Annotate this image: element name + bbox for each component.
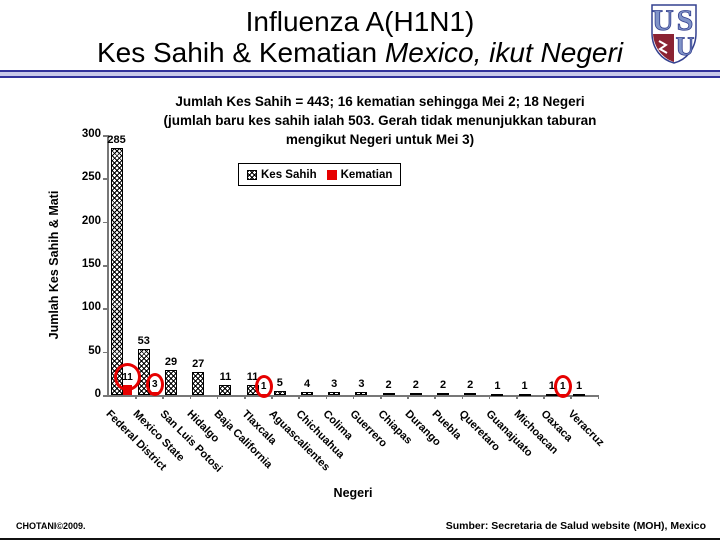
x-tick <box>189 395 192 399</box>
bar-value-label: 11 <box>246 371 259 384</box>
bar-kes-sahih <box>573 394 585 397</box>
bar-value-label: 27 <box>192 357 205 370</box>
y-tick-label: 200 <box>81 214 101 227</box>
double-blue-rule <box>0 70 720 78</box>
bar-value-label: 29 <box>164 355 178 368</box>
bar-kes-sahih <box>328 392 341 395</box>
death-count-circle-annotation: 3 <box>145 372 164 396</box>
x-tick <box>516 395 518 399</box>
x-tick <box>407 395 409 399</box>
bar-kes-sahih <box>355 392 368 395</box>
shield-icon: U S U <box>651 4 697 64</box>
footer-source: Sumber: Secretaria de Salud website (MOH… <box>445 520 706 532</box>
bar-value-label: 285 <box>107 134 126 146</box>
x-tick <box>461 395 464 399</box>
y-tick <box>103 308 108 310</box>
y-tick-label: 50 <box>88 344 101 357</box>
x-tick <box>135 395 137 399</box>
footer-credit: CHOTANI©2009. <box>16 521 86 531</box>
bar-value-label: 2 <box>467 379 474 392</box>
y-tick-label: 250 <box>81 171 101 184</box>
y-tick <box>103 265 108 267</box>
x-tick <box>597 395 600 399</box>
x-tick <box>352 395 355 399</box>
bar-value-label: 5 <box>276 376 283 389</box>
bar-kes-sahih <box>491 394 504 397</box>
death-count-circle-annotation: 1 <box>553 374 572 398</box>
y-tick-label: 300 <box>81 128 101 140</box>
x-tick <box>570 395 572 399</box>
bar-value-label: 11 <box>219 371 232 384</box>
x-tick <box>244 395 246 399</box>
hatched-swatch-icon <box>247 169 257 180</box>
bar-value-label: 2 <box>412 379 419 392</box>
bar-kes-sahih <box>192 371 205 395</box>
bar-value-label: 3 <box>331 378 338 391</box>
x-tick <box>380 395 382 399</box>
bar-kes-sahih <box>518 394 531 397</box>
bar-kes-sahih <box>110 148 123 395</box>
chart-title: Jumlah Kes Sahih = 443; 16 kematian sehi… <box>163 94 597 147</box>
title-line1: Influenza A(H1N1) <box>245 6 475 37</box>
x-tick <box>434 395 436 399</box>
x-tick <box>216 395 219 399</box>
bar-value-label: 2 <box>385 379 392 392</box>
y-tick <box>103 395 108 397</box>
y-tick-label: 150 <box>81 258 101 270</box>
bar-value-label: 4 <box>303 377 311 390</box>
bar-kes-sahih <box>437 393 449 396</box>
bar-kes-sahih <box>165 369 177 395</box>
bar-value-label: 1 <box>575 380 583 393</box>
y-tick <box>103 135 108 137</box>
caduceus-mark-icon <box>658 40 668 54</box>
bar-kes-sahih <box>273 390 286 395</box>
red-swatch-icon <box>326 169 337 180</box>
death-count-circle-annotation: 11 <box>114 363 142 392</box>
page-title: Influenza A(H1N1) Kes Sahih & Kematian M… <box>0 6 720 68</box>
x-tick <box>298 395 300 399</box>
bar-value-label: 1 <box>521 380 528 393</box>
x-tick <box>271 395 273 399</box>
legend: Kes Sahih Kematian <box>238 163 402 186</box>
svg-text:S: S <box>677 4 694 37</box>
legend-item-kes-sahih: Kes Sahih <box>247 169 317 181</box>
title-line2: Kes Sahih & Kematian Mexico, ikut Negeri <box>96 37 624 68</box>
y-tick <box>103 351 108 354</box>
death-count-circle-annotation: 1 <box>254 374 273 398</box>
y-tick <box>103 178 108 180</box>
svg-text:U: U <box>652 4 674 37</box>
x-tick <box>488 395 491 399</box>
usu-shield-logo: U S U <box>650 3 698 65</box>
y-tick-label: 0 <box>94 388 101 400</box>
x-tick <box>325 395 328 399</box>
x-tick <box>543 395 545 399</box>
bar-kes-sahih <box>219 385 232 395</box>
y-tick-label: 100 <box>81 301 101 314</box>
x-category-label: Veracruz <box>565 408 607 449</box>
bar-kes-sahih <box>409 393 422 396</box>
bar-value-label: 3 <box>358 378 365 391</box>
title-line2-italic: Mexico, ikut Negeri <box>384 37 624 68</box>
bar-value-label: 1 <box>494 380 501 393</box>
bar-kes-sahih <box>464 393 477 396</box>
bar-kes-sahih <box>382 393 395 396</box>
bar-kes-sahih <box>301 391 313 395</box>
bar-value-label: 2 <box>439 379 447 392</box>
bar-value-label: 53 <box>137 335 150 348</box>
bar-value-label: 1 <box>548 380 555 393</box>
y-tick <box>103 221 108 224</box>
x-axis-label: Negeri <box>333 486 373 500</box>
x-tick <box>162 395 164 399</box>
svg-text:U: U <box>676 32 695 61</box>
legend-item-kematian: Kematian <box>326 169 392 181</box>
